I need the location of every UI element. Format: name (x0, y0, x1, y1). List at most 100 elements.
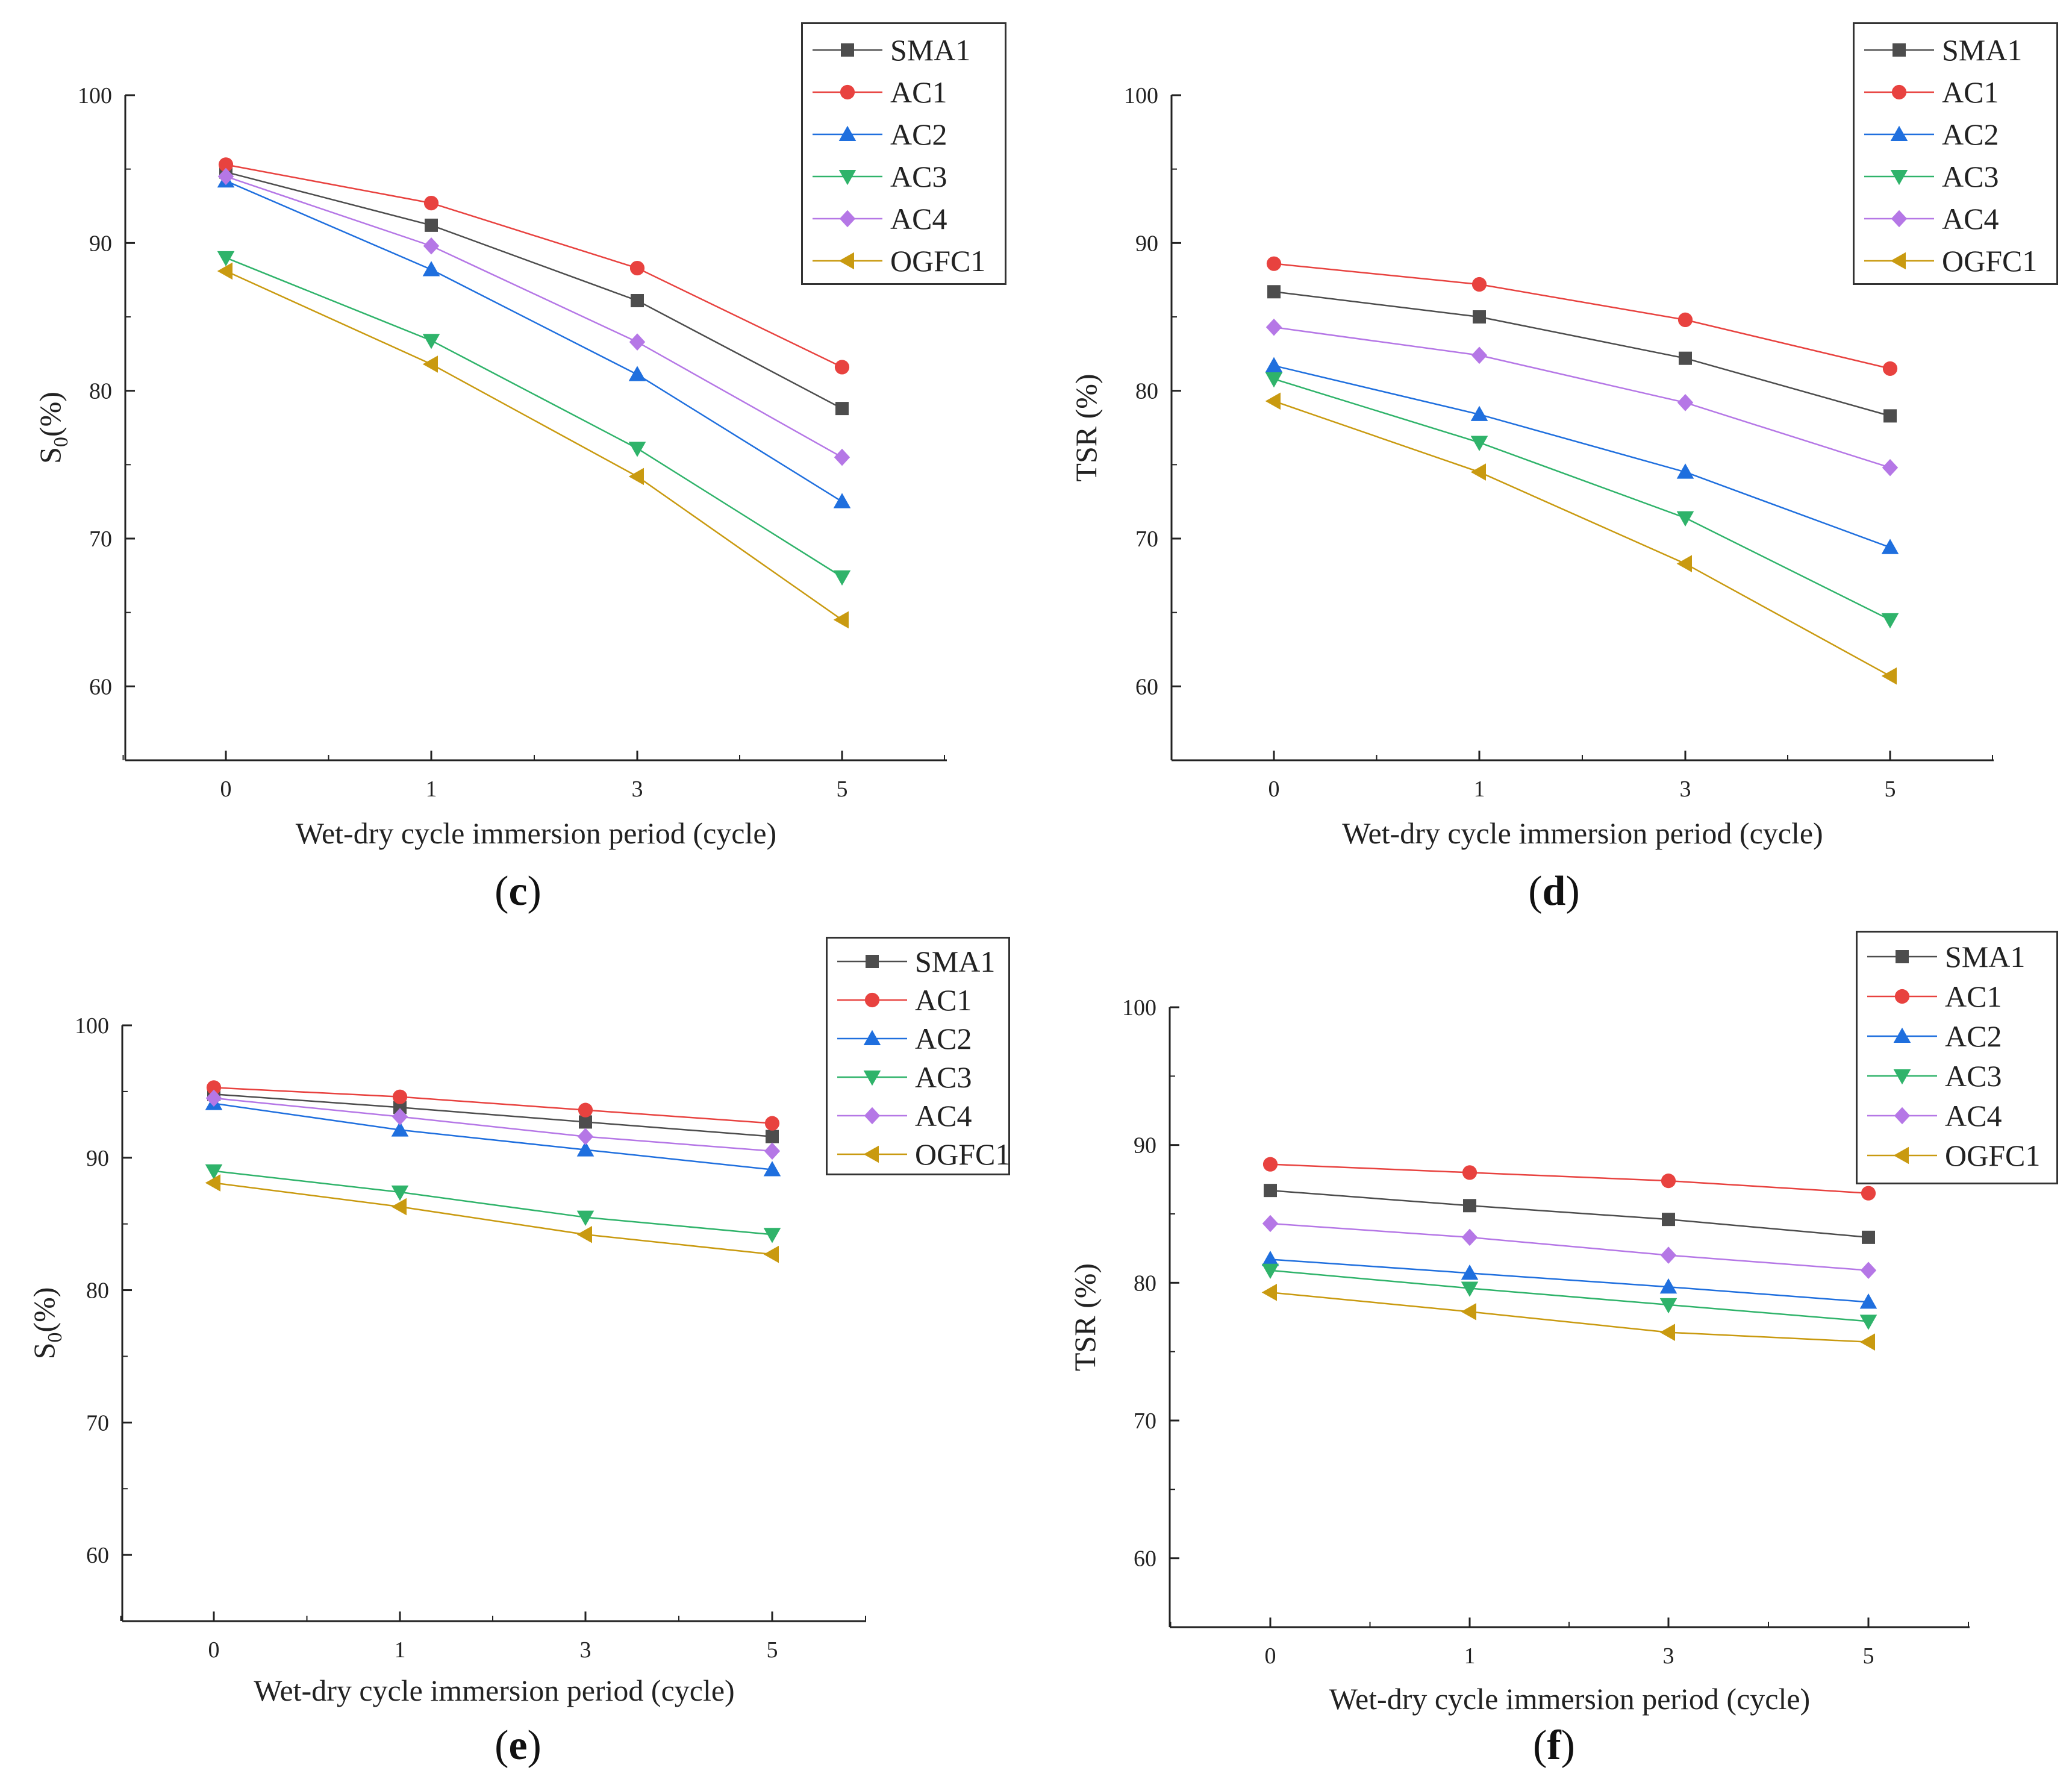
legend-marker-e-AC3 (863, 1071, 881, 1086)
x-tick-label-c-1: 1 (426, 777, 437, 802)
data-point-d-AC1-5 (1882, 361, 1898, 376)
y-tick-label-e-100: 100 (75, 1013, 109, 1039)
series-line-f-SMA1 (1270, 1189, 1869, 1239)
y-tick-label-e-80: 80 (86, 1278, 109, 1304)
data-point-c-SMA1-5 (835, 402, 849, 416)
data-point-c-AC3-1 (422, 334, 440, 349)
legend-item-d-AC3: AC3 (1855, 155, 2056, 198)
data-point-f-OGFC1-1 (1461, 1303, 1476, 1321)
data-point-d-SMA1-5 (1883, 409, 1897, 423)
legend-marker-e-OGFC1 (863, 1145, 879, 1163)
y-tick-label-f-70: 70 (1134, 1408, 1156, 1434)
y-axis-title-f: TSR (%) (1068, 1263, 1102, 1371)
x-axis-title-d: Wet-dry cycle immersion period (cycle) (1342, 816, 1823, 850)
data-point-d-AC2-5 (1881, 539, 1899, 554)
legend-swatch-c-AC3 (813, 170, 882, 186)
data-point-e-AC4-0 (205, 1089, 222, 1107)
legend-label-f-SMA1: SMA1 (1945, 940, 2026, 974)
data-point-f-SMA1-0 (1264, 1184, 1277, 1198)
legend-label-f-OGFC1: OGFC1 (1945, 1139, 2041, 1172)
legend-item-c-AC4: AC4 (803, 198, 1005, 240)
legend-swatch-e-AC4 (837, 1107, 907, 1125)
data-point-f-AC4-1 (1461, 1228, 1478, 1246)
legend-marker-c-AC1 (840, 84, 855, 100)
y-tick-label-f-80: 80 (1134, 1271, 1156, 1296)
legend-item-f-AC2: AC2 (1858, 1016, 2056, 1056)
series-line-e-OGFC1 (213, 1182, 773, 1255)
data-point-d-OGFC1-1 (1470, 463, 1486, 481)
legend-label-c-AC3: AC3 (890, 160, 947, 193)
legend-c: SMA1 AC1 AC2 AC3 AC4 OGFC1 (801, 22, 1006, 285)
data-point-f-AC1-0 (1262, 1157, 1278, 1172)
y-tick-label-e-70: 70 (86, 1410, 109, 1436)
data-point-c-OGFC1-0 (217, 262, 232, 280)
data-point-c-AC1-0 (218, 157, 234, 172)
series-line-c-SMA1 (225, 171, 843, 410)
legend-swatch-d-SMA1 (1864, 43, 1934, 57)
series-line-c-AC2 (225, 180, 843, 502)
data-point-e-SMA1-3 (579, 1115, 592, 1129)
data-point-f-SMA1-5 (1862, 1230, 1875, 1244)
legend-label-f-AC1: AC1 (1945, 980, 2002, 1013)
y-axis-title-main-c: S (33, 447, 67, 464)
x-axis-title-f: Wet-dry cycle immersion period (cycle) (1329, 1682, 1810, 1716)
data-point-d-OGFC1-0 (1265, 392, 1281, 410)
legend-label-f-AC3: AC3 (1945, 1059, 2002, 1093)
legend-marker-e-AC1 (864, 992, 880, 1008)
y-tick-label-f-100: 100 (1122, 995, 1156, 1021)
caption-f: (f) (1533, 1722, 1575, 1769)
legend-item-e-AC1: AC1 (828, 981, 1008, 1019)
data-point-f-AC1-1 (1462, 1165, 1478, 1180)
legend-label-e-AC4: AC4 (915, 1099, 972, 1133)
x-tick-label-f-1: 1 (1464, 1643, 1476, 1669)
legend-swatch-c-AC1 (813, 84, 882, 100)
series-line-f-AC3 (1270, 1269, 1869, 1322)
series-line-f-OGFC1 (1270, 1292, 1869, 1343)
legend-item-f-OGFC1: OGFC1 (1858, 1136, 2056, 1175)
data-point-f-OGFC1-3 (1659, 1324, 1675, 1341)
y-axis-title-rest-c: (%) (33, 392, 67, 437)
x-tick-label-e-3: 3 (580, 1637, 591, 1663)
legend-swatch-f-OGFC1 (1867, 1146, 1937, 1164)
data-point-e-SMA1-1 (393, 1101, 407, 1114)
legend-label-c-AC4: AC4 (890, 202, 947, 236)
data-point-d-AC1-1 (1471, 277, 1487, 292)
series-line-f-AC1 (1270, 1163, 1869, 1194)
chart-plot-f: 60 70 80 90 100 0 1 3 5 Wet-dry cycle immersion p… (1068, 995, 1970, 1716)
x-tick-label-e-5: 5 (767, 1637, 778, 1663)
legend-marker-d-OGFC1 (1890, 252, 1906, 270)
legend-marker-d-SMA1 (1893, 43, 1906, 57)
legend-swatch-c-AC4 (813, 210, 882, 228)
series-line-c-AC3 (225, 257, 843, 578)
y-axis-title-e: S0(%) (27, 1287, 66, 1360)
legend-item-c-SMA1: SMA1 (803, 29, 1005, 71)
series-line-d-AC3 (1273, 378, 1891, 621)
legend-marker-d-AC2 (1890, 125, 1908, 141)
x-tick-label-f-3: 3 (1663, 1643, 1674, 1669)
data-point-f-AC3-3 (1659, 1298, 1677, 1314)
data-point-d-AC3-5 (1881, 613, 1899, 629)
legend-swatch-e-OGFC1 (837, 1145, 907, 1163)
x-tick-label-f-0: 0 (1265, 1643, 1276, 1669)
legend-marker-f-AC2 (1893, 1027, 1911, 1043)
y-tick-label-d-90: 90 (1135, 231, 1158, 256)
x-tick-label-e-1: 1 (395, 1637, 406, 1663)
data-point-c-OGFC1-3 (628, 467, 644, 486)
y-axis-title-sub-e: 0 (44, 1333, 66, 1343)
x-tick-label-c-3: 3 (632, 777, 643, 802)
data-point-d-SMA1-0 (1267, 285, 1281, 299)
legend-e: SMA1 AC1 AC2 AC3 AC4 OGFC1 (826, 937, 1010, 1175)
data-point-c-SMA1-3 (631, 294, 644, 308)
data-point-f-SMA1-1 (1463, 1199, 1476, 1213)
legend-swatch-f-AC3 (1867, 1069, 1937, 1085)
legend-label-d-SMA1: SMA1 (1942, 33, 2023, 67)
legend-swatch-d-AC1 (1864, 84, 1934, 100)
data-point-d-AC2-3 (1676, 463, 1694, 479)
data-point-f-SMA1-3 (1662, 1213, 1675, 1227)
legend-swatch-c-SMA1 (813, 43, 882, 57)
legend-marker-c-AC3 (838, 170, 857, 186)
y-axis-title-main-d: TSR (%) (1069, 374, 1103, 481)
legend-swatch-f-AC4 (1867, 1107, 1937, 1125)
series-line-d-AC2 (1273, 364, 1891, 548)
y-tick-label-c-90: 90 (89, 231, 112, 256)
